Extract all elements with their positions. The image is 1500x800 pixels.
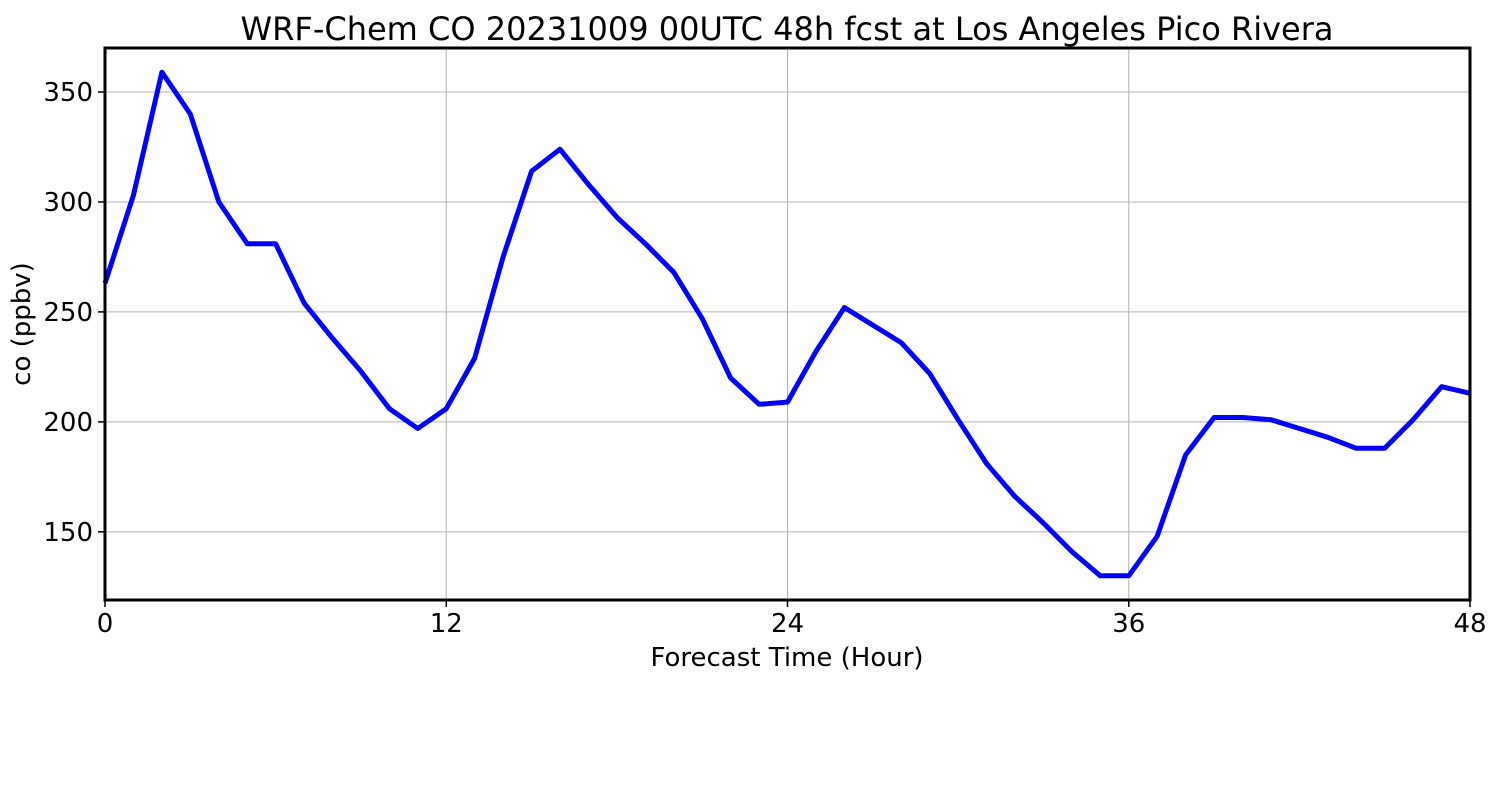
x-tick-label: 0 xyxy=(97,609,114,639)
y-tick-label: 200 xyxy=(43,408,93,438)
series-layer xyxy=(102,69,1471,579)
y-tick-label: 350 xyxy=(43,78,93,108)
tick-layer: 0 12 24 36 48 150 200 250 300 350 xyxy=(43,78,1486,639)
y-axis-label: co (ppbv) xyxy=(7,262,37,386)
grid-lines xyxy=(104,48,1471,600)
series-line xyxy=(102,69,1471,579)
y-tick-label: 300 xyxy=(43,188,93,218)
x-axis-label: Forecast Time (Hour) xyxy=(650,643,923,673)
chart-title: WRF-Chem CO 20231009 00UTC 48h fcst at L… xyxy=(241,10,1334,48)
y-tick-label: 250 xyxy=(43,298,93,328)
x-tick-label: 48 xyxy=(1453,609,1486,639)
x-tick-label: 24 xyxy=(771,609,804,639)
x-tick-label: 36 xyxy=(1112,609,1145,639)
x-tick-label: 12 xyxy=(430,609,463,639)
y-tick-label: 150 xyxy=(43,518,93,548)
